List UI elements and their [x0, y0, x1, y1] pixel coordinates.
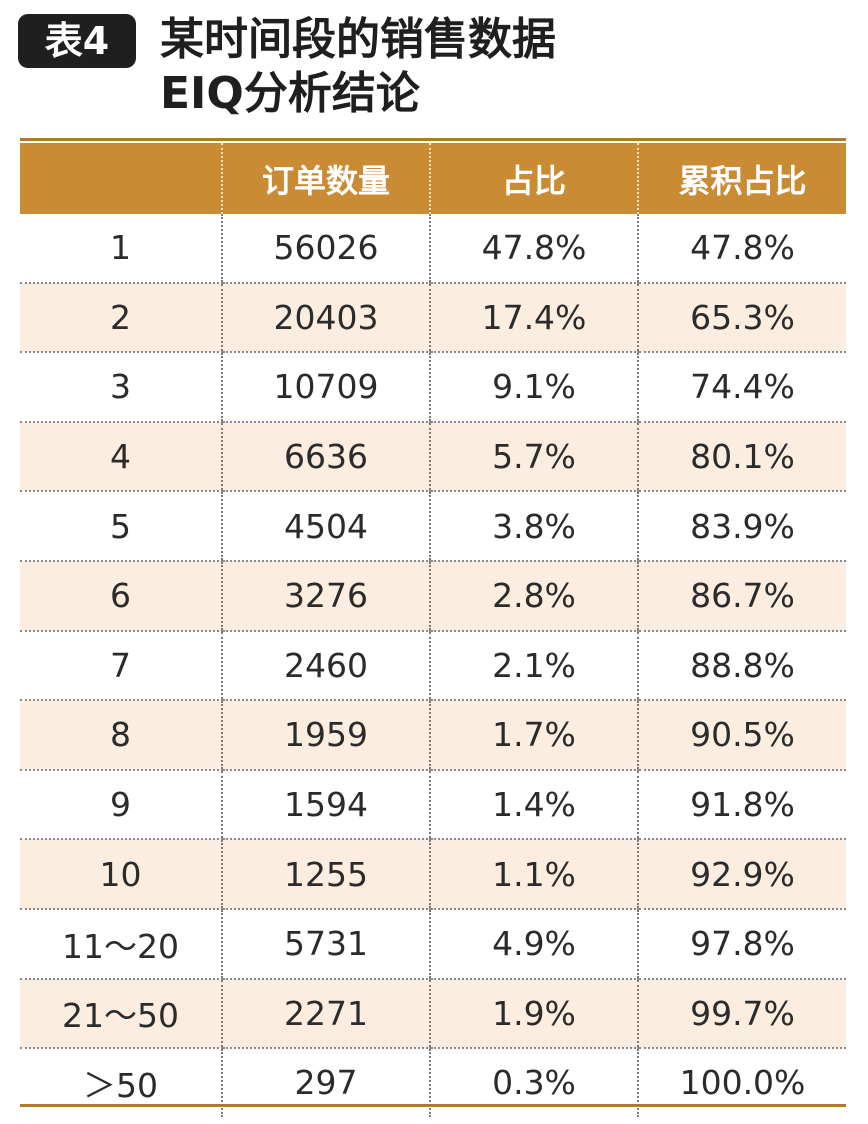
row-label-cell: 8 [20, 700, 222, 771]
share-cell: 1.7% [429, 700, 638, 771]
cumulative-share-cell: 83.9% [637, 491, 846, 562]
table-row: 8 1959 1.7% 90.5% [20, 700, 846, 771]
share-cell: 17.4% [429, 282, 638, 354]
row-label-cell: ＞50 [83, 1065, 158, 1105]
title-block: 表4 某时间段的销售数据 EIQ分析结论 [0, 0, 868, 138]
share-cell: 2.1% [429, 630, 638, 702]
order-quantity-cell: 10709 [221, 352, 430, 423]
cumulative-share-cell: 80.1% [637, 421, 846, 493]
share-cell: 4.9% [429, 908, 638, 980]
top-rule [20, 138, 846, 141]
header-cell-blank [20, 143, 222, 214]
page-title-line-1: 某时间段的销售数据 [160, 14, 556, 65]
table-row: 2 20403 17.4% 65.3% [20, 282, 846, 354]
cumulative-share-cell: 90.5% [637, 700, 846, 771]
bottom-rule [20, 1104, 846, 1107]
row-label-cell: 5 [20, 491, 222, 562]
header-cell-cumulative-share: 累积占比 [637, 143, 846, 214]
table-row: 7 2460 2.1% 88.8% [20, 630, 846, 702]
table-header-row: 订单数量 占比 累积占比 [20, 143, 846, 214]
table-row: 6 3276 2.8% 86.7% [20, 560, 846, 632]
order-quantity-cell: 6636 [221, 421, 430, 493]
row-label-cell: 4 [20, 421, 222, 493]
table-row: 5 4504 3.8% 83.9% [20, 491, 846, 562]
row-label-cell: 2 [20, 282, 222, 354]
cumulative-share-cell: 86.7% [637, 560, 846, 632]
table-number-badge: 表4 [18, 14, 136, 68]
header-cell-share: 占比 [429, 143, 638, 214]
row-label-cell: 10 [20, 839, 222, 910]
row-label-cell: 11～20 [20, 908, 222, 980]
row-label-cell: 9 [20, 769, 222, 841]
cumulative-share-cell: 47.8% [637, 214, 846, 284]
order-quantity-cell: 5731 [221, 908, 430, 980]
row-label-cell: 21～50 [20, 978, 222, 1050]
share-cell: 9.1% [429, 352, 638, 423]
order-quantity-cell: 4504 [221, 491, 430, 562]
row-label-cell: 3 [20, 352, 222, 423]
order-quantity-cell: 3276 [221, 560, 430, 632]
cumulative-share-cell: 88.8% [637, 630, 846, 702]
order-quantity-cell: 20403 [221, 282, 430, 354]
table-body: 1 56026 47.8% 47.8% 2 20403 17.4% 65.3% 3 10709 9.… [20, 214, 846, 1117]
order-quantity-cell: 2460 [221, 630, 430, 702]
order-quantity-cell: 1255 [221, 839, 430, 910]
table-row: 9 1594 1.4% 91.8% [20, 769, 846, 841]
table-row: 21～50 2271 1.9% 99.7% [20, 978, 846, 1050]
sales-data-table: 订单数量 占比 累积占比 1 56026 47.8% 47.8% 2 20403 17.4%… [20, 143, 846, 1117]
share-cell: 1.4% [429, 769, 638, 841]
table-row: 10 1255 1.1% 92.9% [20, 839, 846, 910]
table-row: 1 56026 47.8% 47.8% [20, 214, 846, 284]
table-row: 11～20 5731 4.9% 97.8% [20, 908, 846, 980]
table-row: 4 6636 5.7% 80.1% [20, 421, 846, 493]
share-cell: 1.9% [429, 978, 638, 1050]
row-label-cell: 7 [20, 630, 222, 702]
page-title-line-2: EIQ分析结论 [160, 68, 420, 119]
order-quantity-cell: 56026 [221, 214, 430, 284]
share-cell: 47.8% [429, 214, 638, 284]
table-row: 3 10709 9.1% 74.4% [20, 352, 846, 423]
cumulative-share-cell: 97.8% [637, 908, 846, 980]
order-quantity-cell: 1959 [221, 700, 430, 771]
cumulative-share-cell: 92.9% [637, 839, 846, 910]
share-cell: 2.8% [429, 560, 638, 632]
share-cell: 3.8% [429, 491, 638, 562]
cumulative-share-cell: 91.8% [637, 769, 846, 841]
cumulative-share-cell: 99.7% [637, 978, 846, 1050]
order-quantity-cell: 2271 [221, 978, 430, 1050]
share-cell: 5.7% [429, 421, 638, 493]
order-quantity-cell: 1594 [221, 769, 430, 841]
share-cell: 1.1% [429, 839, 638, 910]
row-label-cell: 6 [20, 560, 222, 632]
cumulative-share-cell: 65.3% [637, 282, 846, 354]
row-label-cell: 1 [20, 214, 222, 284]
header-cell-order-quantity: 订单数量 [221, 143, 430, 214]
cumulative-share-cell: 74.4% [637, 352, 846, 423]
